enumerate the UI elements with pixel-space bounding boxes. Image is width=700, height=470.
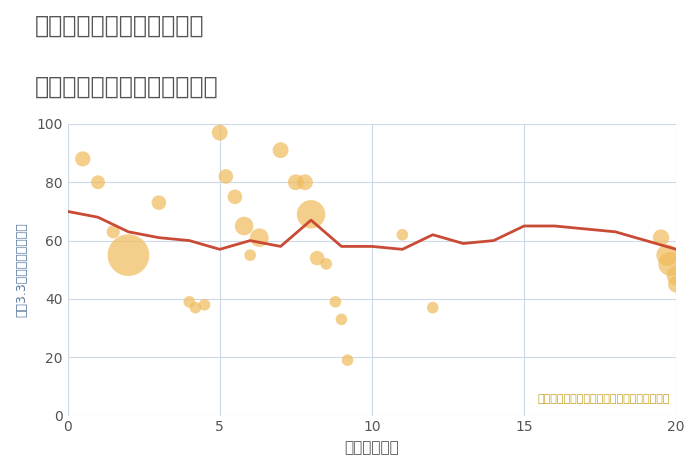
- Point: [230, 193, 241, 201]
- Point: [427, 304, 438, 312]
- Y-axis label: 坪（3.3㎡）単価（万円）: 坪（3.3㎡）単価（万円）: [15, 222, 28, 317]
- Point: [214, 129, 225, 136]
- Point: [336, 315, 347, 323]
- Point: [671, 272, 682, 279]
- Point: [244, 251, 256, 259]
- Point: [199, 301, 210, 308]
- Point: [92, 179, 104, 186]
- Text: 円の大きさは、取引のあった物件面積を示す: 円の大きさは、取引のあった物件面積を示す: [538, 394, 670, 404]
- Point: [312, 254, 323, 262]
- Point: [342, 356, 354, 364]
- Point: [664, 260, 676, 268]
- Text: 駅距離別中古マンション価格: 駅距離別中古マンション価格: [35, 75, 218, 99]
- Point: [108, 228, 119, 235]
- Point: [220, 172, 232, 180]
- Point: [397, 231, 408, 238]
- Point: [275, 146, 286, 154]
- Point: [253, 234, 265, 242]
- Text: 三重県松阪市飯南町粥見の: 三重県松阪市飯南町粥見の: [35, 14, 204, 38]
- Point: [305, 211, 316, 218]
- Point: [77, 155, 88, 163]
- X-axis label: 駅距離（分）: 駅距離（分）: [344, 440, 399, 455]
- Point: [190, 304, 201, 312]
- Point: [183, 298, 195, 306]
- Point: [290, 179, 302, 186]
- Point: [330, 298, 341, 306]
- Point: [662, 251, 673, 259]
- Point: [122, 251, 134, 259]
- Point: [300, 179, 311, 186]
- Point: [239, 222, 250, 230]
- Point: [671, 281, 682, 288]
- Point: [153, 199, 164, 206]
- Point: [321, 260, 332, 268]
- Point: [655, 234, 666, 242]
